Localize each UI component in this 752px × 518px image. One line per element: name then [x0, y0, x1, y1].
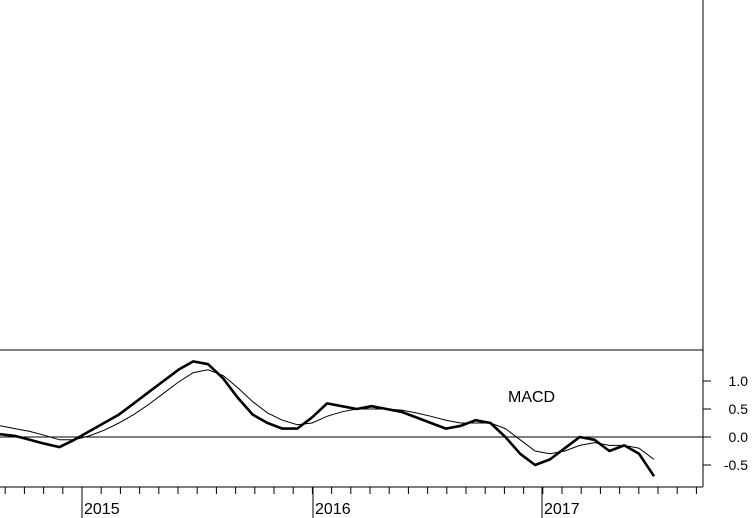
macd-signal-line: [0, 369, 655, 460]
macd-label: MACD: [508, 389, 555, 406]
chart-frame: [0, 0, 704, 488]
axes: 1.0 0.5 0.0 -0.5 2015 2016 2017: [4, 373, 749, 518]
x-year-label: 2015: [84, 501, 120, 518]
macd-tick-label: 0.5: [729, 401, 749, 417]
macd-tick-label: 1.0: [729, 373, 749, 389]
macd-tick-label: -0.5: [724, 457, 748, 473]
macd-tick-label: 0.0: [729, 429, 749, 445]
macd-panel: MACD: [0, 360, 703, 477]
macd-line: [0, 360, 656, 477]
x-year-label: 2016: [315, 501, 351, 518]
x-year-label: 2017: [544, 501, 580, 518]
